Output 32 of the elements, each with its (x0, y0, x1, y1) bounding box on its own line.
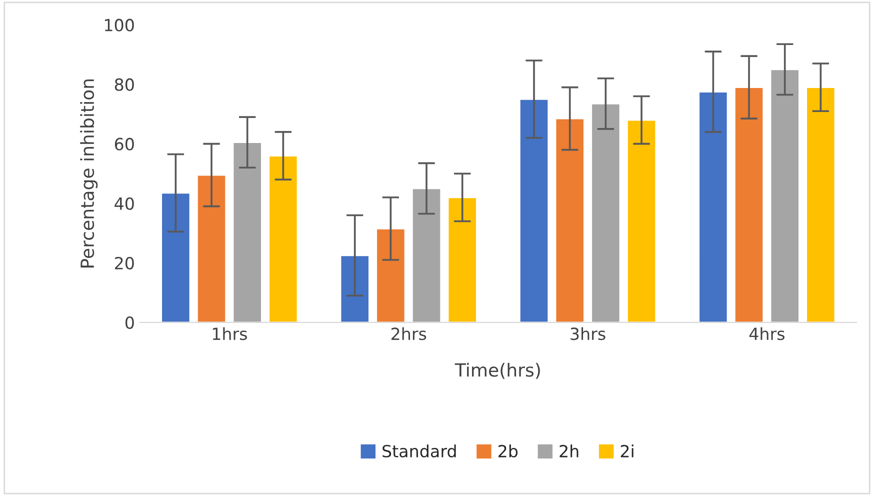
legend-label: 2b (498, 444, 518, 458)
bar (160, 192, 191, 322)
bar (698, 91, 728, 322)
bar (447, 196, 478, 322)
y-axis-title: Percentage inhibition (80, 79, 98, 268)
x-tick-label: 1hrs (212, 327, 247, 340)
bar (268, 155, 298, 322)
bar (770, 68, 800, 322)
legend-label: 2h (560, 444, 578, 458)
bar (554, 118, 585, 322)
bar (518, 98, 550, 322)
x-tick-label: 3hrs (570, 327, 606, 340)
bar (340, 254, 370, 322)
bar (196, 174, 227, 322)
y-tick-label: 80 (114, 78, 134, 91)
bar (626, 119, 657, 322)
y-tick-label: 20 (114, 256, 134, 270)
bar (734, 86, 764, 322)
bar (806, 86, 836, 322)
legend-label: 2i (620, 444, 634, 458)
y-tick-label: 100 (104, 18, 134, 32)
y-tick-label: 0 (125, 316, 134, 329)
bar (590, 102, 621, 322)
x-tick-label: 2hrs (391, 327, 426, 340)
legend-label: Standard (382, 444, 456, 458)
x-axis-title: Time(hrs) (454, 362, 540, 379)
bar (232, 142, 262, 322)
y-tick-label: 60 (114, 138, 134, 150)
bar (411, 188, 442, 322)
y-tick-label: 40 (114, 197, 134, 210)
x-tick-label: 4hrs (749, 327, 784, 340)
bar (376, 228, 406, 322)
